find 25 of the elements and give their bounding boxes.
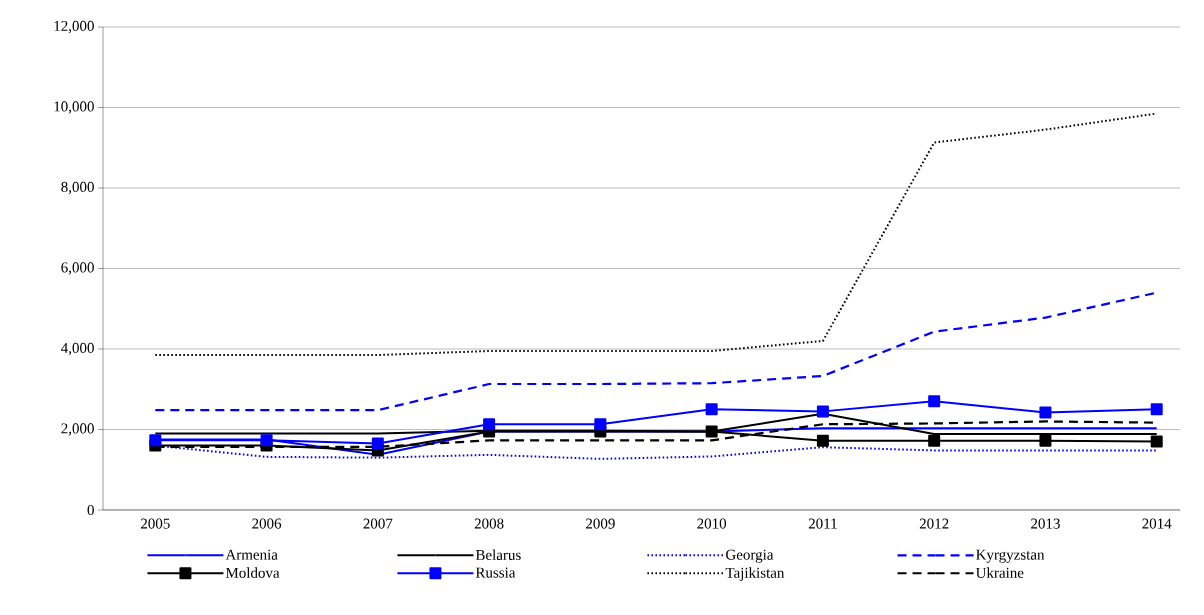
y-tick-label: 12,000 (54, 20, 94, 34)
x-tick-label: 2009 (586, 518, 615, 529)
x-tick-label: 2006 (252, 518, 282, 529)
x-tick-label: 2008 (474, 518, 504, 529)
legend-label: Tajikistan (725, 567, 785, 581)
legend-label: Kyrgyzstan (976, 549, 1045, 563)
x-tick-label: 2011 (808, 518, 837, 529)
y-tick-label: 0 (87, 504, 94, 516)
legend-label: Belarus (475, 549, 521, 560)
y-tick-label: 4,000 (61, 342, 94, 356)
x-tick-label: 2005 (140, 518, 170, 529)
x-tick-label: 2013 (1031, 518, 1060, 529)
legend-label: Georgia (726, 549, 774, 563)
x-tick-label: 2014 (1142, 518, 1172, 529)
y-tick-label: 8,000 (61, 181, 94, 195)
x-tick-label: 2012 (919, 518, 949, 529)
legend-label: Armenia (225, 549, 278, 560)
legend-label: Russia (475, 567, 516, 578)
legend-label: Moldova (225, 567, 280, 578)
legend-label: Ukraine (975, 567, 1024, 578)
x-tick-label: 2010 (697, 518, 727, 529)
y-tick-label: 2,000 (61, 423, 94, 436)
x-tick-label: 2007 (363, 518, 393, 529)
y-tick-label: 10,000 (54, 101, 94, 114)
y-tick-label: 6,000 (61, 262, 94, 275)
